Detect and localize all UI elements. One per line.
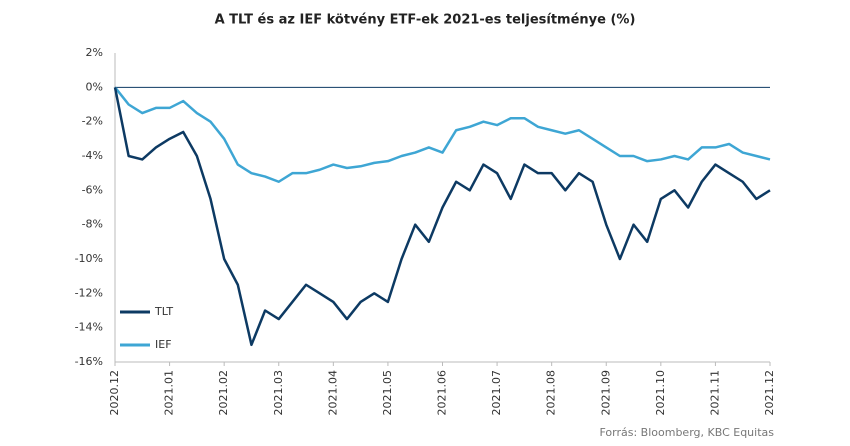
- series-line: [113, 87, 771, 347]
- chart-title: A TLT és az IEF kötvény ETF-ek 2021-es t…: [215, 13, 636, 28]
- x-tick-label: 2021.04: [326, 370, 339, 416]
- y-tick-label: -4%: [82, 149, 103, 162]
- y-tick-label: 2%: [86, 46, 103, 59]
- y-tick-label: -8%: [82, 218, 103, 231]
- x-tick-label: 2021.06: [436, 370, 449, 416]
- y-tick-label: -16%: [75, 355, 103, 368]
- x-tick-label: 2021.01: [163, 370, 176, 416]
- legend-label: TLT: [154, 305, 173, 318]
- x-tick-label: 2020.12: [108, 370, 121, 416]
- x-tick-label: 2021.12: [763, 370, 776, 416]
- y-tick-label: -2%: [82, 115, 103, 128]
- x-tick-label: 2021.05: [381, 370, 394, 416]
- x-tick-label: 2021.03: [272, 370, 285, 416]
- x-tick-label: 2021.11: [708, 370, 721, 416]
- x-tick-label: 2021.07: [490, 370, 503, 416]
- y-tick-label: -10%: [75, 252, 103, 265]
- x-tick-label: 2021.08: [545, 370, 558, 416]
- legend-label: IEF: [155, 338, 172, 351]
- source-note: Forrás: Bloomberg, KBC Equitas: [599, 426, 774, 439]
- y-tick-label: 0%: [86, 80, 103, 93]
- y-tick-label: -12%: [75, 286, 103, 299]
- x-tick-label: 2021.09: [599, 370, 612, 416]
- x-tick-label: 2021.02: [217, 370, 230, 416]
- y-tick-label: -6%: [82, 183, 103, 196]
- series-line: [114, 86, 771, 183]
- x-tick-label: 2021.10: [654, 370, 667, 416]
- y-tick-label: -14%: [75, 321, 103, 334]
